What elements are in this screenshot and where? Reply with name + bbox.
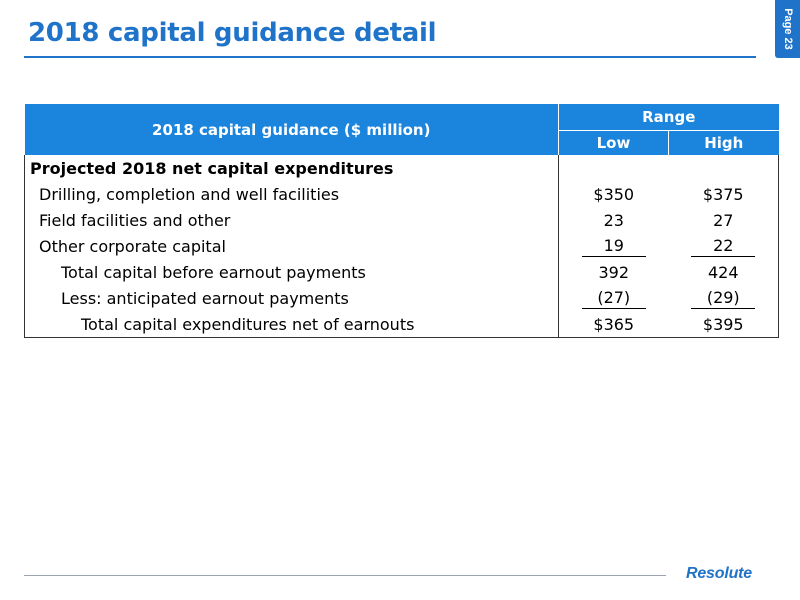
- high-value: 424: [668, 259, 780, 285]
- table-row: Total capital expenditures net of earnou…: [24, 311, 780, 338]
- row-label: Drilling, completion and well facilities: [24, 181, 559, 207]
- table-row: Less: anticipated earnout payments (27) …: [24, 285, 780, 311]
- row-label: Other corporate capital: [24, 233, 559, 259]
- low-value: 23: [603, 210, 624, 230]
- low-value: 392: [598, 262, 630, 282]
- low-column-header: Low: [558, 130, 669, 155]
- high-value: 27: [668, 207, 780, 233]
- slide-title: 2018 capital guidance detail: [28, 18, 437, 48]
- range-column-header: Range: [558, 104, 779, 131]
- capital-guidance-table: 2018 capital guidance ($ million) Range …: [24, 104, 780, 338]
- page-number-label: Page 23: [781, 8, 794, 50]
- row-label: Field facilities and other: [24, 207, 559, 233]
- table-row: Drilling, completion and well facilities…: [24, 181, 780, 207]
- subtotal-label: Total capital before earnout payments: [24, 259, 559, 285]
- low-value: [559, 155, 669, 181]
- low-value: (27): [581, 288, 646, 309]
- table-row: Other corporate capital 19 22: [24, 233, 780, 259]
- page-number-tab: Page 23: [775, 0, 800, 58]
- table-header-row: 2018 capital guidance ($ million) Range: [24, 104, 779, 155]
- high-value-cell: (29): [668, 285, 780, 311]
- section-heading: Projected 2018 net capital expenditures: [24, 155, 559, 181]
- low-value: $350: [593, 184, 635, 204]
- high-value: $375: [668, 181, 780, 207]
- table-row: Total capital before earnout payments 39…: [24, 259, 780, 285]
- high-value: 22: [691, 236, 756, 257]
- guidance-column-header: 2018 capital guidance ($ million): [24, 104, 559, 155]
- low-value: $365: [558, 311, 669, 338]
- footer-divider: [24, 575, 666, 576]
- high-value-cell: 22: [668, 233, 780, 259]
- row-label: Less: anticipated earnout payments: [24, 285, 559, 311]
- high-value: (29): [691, 288, 756, 309]
- title-underline: [24, 56, 756, 58]
- table-row: Projected 2018 net capital expenditures: [24, 155, 780, 181]
- high-value: $395: [668, 311, 780, 338]
- low-value-cell: 19: [559, 233, 669, 259]
- low-value: 19: [581, 236, 646, 257]
- resolute-logo: Resolute: [686, 565, 752, 582]
- table-row: Field facilities and other 23 27: [24, 207, 780, 233]
- total-label: Total capital expenditures net of earnou…: [24, 311, 559, 338]
- high-column-header: High: [668, 130, 779, 155]
- low-value-cell: (27): [559, 285, 669, 311]
- high-value: [668, 155, 780, 181]
- table-subheader-row: Low High: [25, 130, 779, 155]
